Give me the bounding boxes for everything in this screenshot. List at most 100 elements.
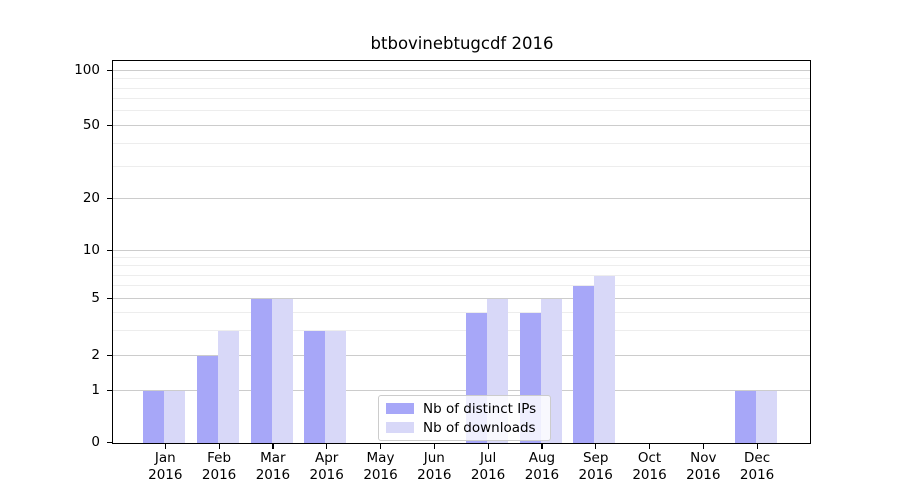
legend-swatch-icon — [386, 403, 414, 414]
gridline-minor — [113, 88, 810, 89]
gridline-minor — [113, 78, 810, 79]
x-tick-label-month: Mar — [260, 450, 286, 466]
x-tick-label-month: Feb — [207, 450, 232, 466]
bar-downloads — [217, 331, 239, 443]
x-tick-label-month: Jun — [423, 450, 445, 466]
x-tick-label: Mar 2016 — [231, 450, 315, 483]
x-tick-label: Oct 2016 — [608, 450, 692, 483]
y-tick-label: 20 — [82, 190, 100, 207]
legend-label: Nb of downloads — [423, 419, 536, 436]
gridline-major — [113, 250, 810, 251]
x-tick-mark — [595, 444, 597, 449]
bar-downloads — [164, 391, 185, 443]
gridline-major — [113, 125, 810, 126]
bar-distinct-ips — [143, 391, 164, 443]
x-tick-label-year: 2016 — [578, 466, 613, 483]
bar-downloads — [755, 391, 777, 443]
legend-item: Nb of distinct IPs — [386, 400, 536, 417]
x-tick-label-month: May — [366, 450, 395, 466]
y-tick-label: 0 — [91, 434, 100, 451]
y-tick-label: 5 — [91, 290, 100, 307]
legend-swatch-icon — [386, 422, 414, 433]
x-tick-label: May 2016 — [339, 450, 423, 483]
x-tick-mark — [756, 444, 758, 449]
x-tick-label-month: Aug — [528, 450, 556, 466]
x-tick-label-year: 2016 — [201, 466, 237, 483]
x-tick-mark — [218, 444, 220, 449]
x-tick-label-month: Nov — [690, 450, 717, 466]
bar-downloads — [271, 299, 293, 443]
gridline-minor — [113, 110, 810, 111]
gridline-major — [113, 198, 810, 199]
x-tick-label-month: Jan — [154, 450, 176, 466]
x-tick-mark — [541, 444, 543, 449]
chart-title: btbovinebtugcdf 2016 — [370, 34, 554, 53]
gridline-major — [113, 70, 810, 71]
x-tick-label: Jul 2016 — [446, 450, 530, 483]
x-tick-label-month: Dec — [744, 450, 771, 466]
x-tick-label-year: 2016 — [686, 466, 721, 483]
x-tick-label-month: Apr — [315, 450, 339, 466]
bar-downloads — [325, 331, 347, 443]
x-tick-label: Sep 2016 — [554, 450, 638, 483]
x-tick-mark — [433, 444, 436, 449]
x-tick-label: Jun 2016 — [392, 450, 476, 483]
gridline-minor — [113, 330, 810, 331]
x-tick-label-month: Oct — [637, 450, 662, 466]
y-tick-mark — [107, 441, 112, 444]
x-tick-mark — [326, 444, 328, 449]
x-tick-label-year: 2016 — [363, 466, 398, 483]
gridline-minor — [113, 98, 810, 99]
gridline-minor — [113, 312, 810, 313]
x-tick-label: Jan 2016 — [123, 450, 207, 483]
gridline-minor — [113, 257, 810, 258]
y-tick-label: 2 — [91, 347, 100, 364]
x-tick-label-month: Sep — [582, 450, 609, 466]
gridline-minor — [113, 143, 810, 144]
y-tick-label: 10 — [82, 242, 100, 259]
bar-downloads — [594, 276, 616, 443]
x-tick-label: Nov 2016 — [661, 450, 745, 483]
x-tick-label-year: 2016 — [309, 466, 344, 483]
gridline-minor — [113, 275, 810, 276]
x-tick-label-month: Jul — [479, 450, 497, 466]
x-tick-mark — [272, 444, 274, 449]
x-tick-mark — [649, 444, 651, 449]
plot-area — [112, 60, 811, 444]
y-tick-mark — [107, 297, 112, 300]
bar-distinct-ips — [734, 391, 756, 443]
gridline-minor — [113, 265, 810, 266]
y-tick-label: 50 — [82, 117, 100, 134]
legend: Nb of distinct IPs Nb of downloads — [378, 395, 552, 441]
x-tick-mark — [487, 444, 489, 449]
y-tick-mark — [107, 354, 112, 357]
gridline-major — [113, 355, 810, 356]
x-tick-mark — [164, 444, 167, 449]
x-tick-label-year: 2016 — [524, 466, 560, 483]
bar-distinct-ips — [304, 331, 326, 443]
y-tick-label: 1 — [91, 382, 100, 399]
x-tick-label: Apr 2016 — [285, 450, 369, 483]
y-tick-mark — [107, 197, 112, 200]
gridline-major — [113, 298, 810, 299]
x-tick-label: Aug 2016 — [500, 450, 584, 483]
bar-distinct-ips — [196, 356, 218, 443]
x-tick-mark — [380, 444, 382, 449]
y-tick-mark — [107, 124, 112, 127]
legend-label: Nb of distinct IPs — [423, 400, 537, 417]
x-tick-label-year: 2016 — [632, 466, 667, 483]
gridline-minor — [113, 285, 810, 286]
gridline-minor — [113, 166, 810, 167]
legend-item: Nb of downloads — [386, 419, 536, 436]
y-tick-label: 100 — [74, 62, 100, 79]
x-tick-mark — [702, 444, 705, 449]
x-tick-label-year: 2016 — [470, 466, 506, 483]
y-tick-mark — [107, 389, 112, 392]
y-tick-mark — [107, 69, 112, 72]
y-tick-mark — [107, 249, 112, 252]
x-tick-label: Feb 2016 — [177, 450, 261, 483]
x-tick-label: Dec 2016 — [715, 450, 799, 483]
x-tick-label-year: 2016 — [255, 466, 291, 483]
bar-distinct-ips — [250, 299, 272, 443]
